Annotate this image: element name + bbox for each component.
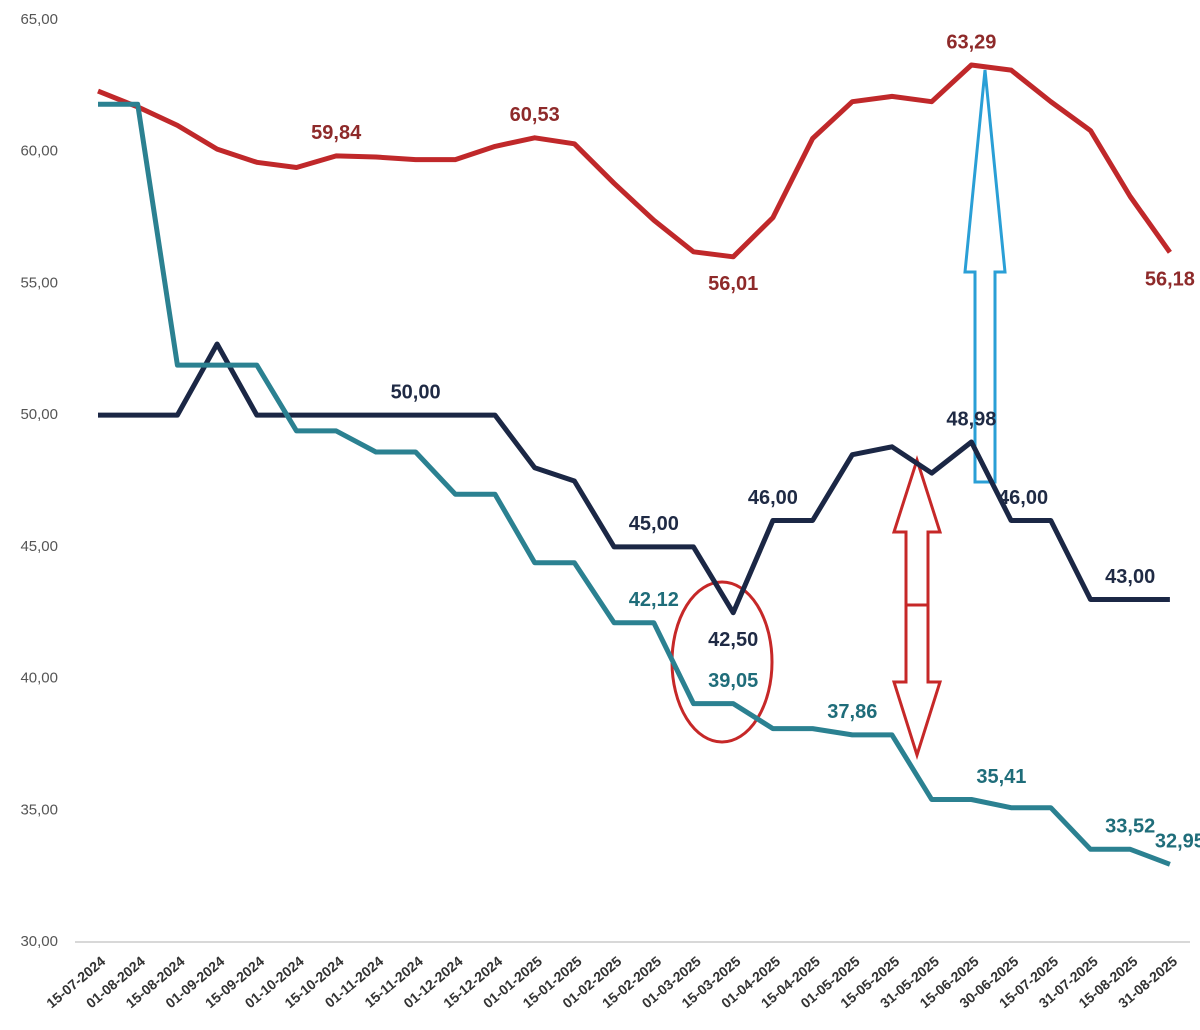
- data-label: 32,95: [1155, 831, 1200, 853]
- data-label: 46,00: [998, 487, 1048, 509]
- data-label: 45,00: [629, 513, 679, 535]
- data-label: 39,05: [708, 670, 758, 692]
- series-line: [97, 62, 1172, 260]
- data-label: 59,84: [311, 122, 362, 144]
- data-label: 48,98: [946, 408, 996, 430]
- y-tick-label: 40,00: [20, 670, 58, 687]
- data-label: 60,53: [510, 104, 560, 126]
- data-label: 33,52: [1105, 816, 1155, 838]
- y-tick-label: 45,00: [20, 538, 58, 555]
- red-arrow-up: [891, 455, 943, 607]
- y-tick-label: 30,00: [20, 933, 58, 950]
- blue-arrow: [963, 69, 1007, 484]
- y-tick-label: 55,00: [20, 274, 58, 291]
- data-label: 63,29: [946, 31, 996, 53]
- data-label: 56,01: [708, 273, 758, 295]
- y-tick-label: 60,00: [20, 143, 58, 160]
- y-tick-label: 65,00: [20, 11, 58, 28]
- data-label: 43,00: [1105, 566, 1155, 588]
- data-label: 42,12: [629, 589, 679, 611]
- series-line: [98, 101, 1171, 867]
- data-label: 35,41: [976, 766, 1026, 788]
- data-label: 46,00: [748, 487, 798, 509]
- red-arrow-down: [891, 603, 943, 760]
- data-label: 56,18: [1145, 269, 1195, 291]
- y-tick-label: 50,00: [20, 406, 58, 423]
- y-tick-label: 35,00: [20, 801, 58, 818]
- data-label: 50,00: [391, 381, 441, 403]
- data-label: 37,86: [827, 701, 877, 723]
- data-label: 42,50: [708, 629, 758, 651]
- series-line: [98, 341, 1170, 616]
